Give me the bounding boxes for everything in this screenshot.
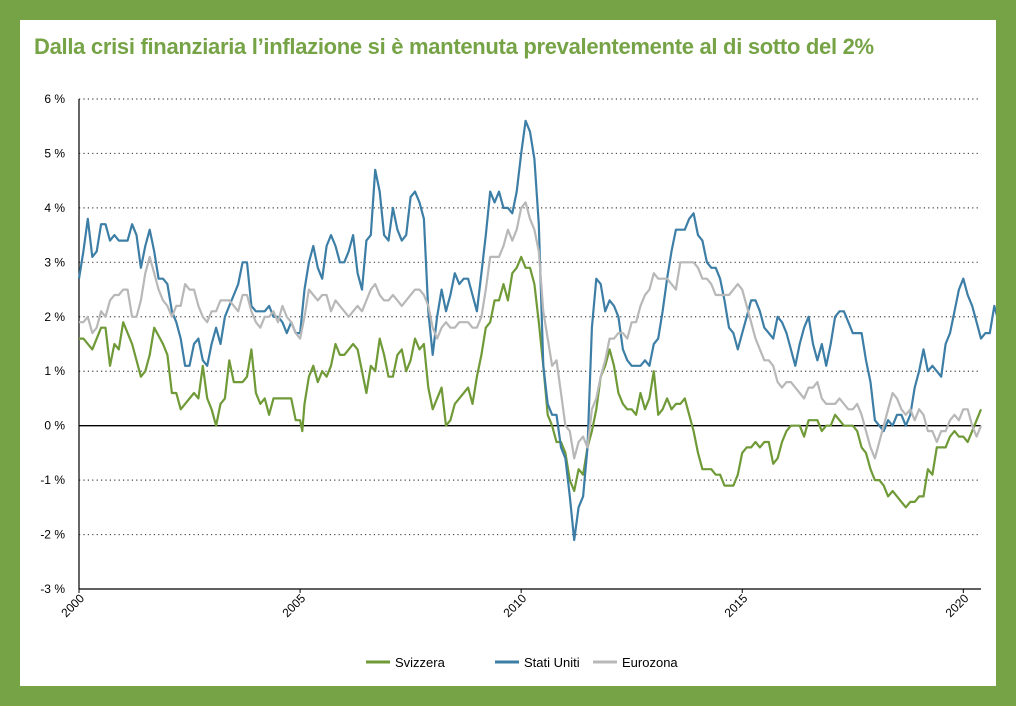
y-tick-label: -3 % — [40, 582, 65, 596]
y-tick-label: 4 % — [44, 201, 65, 215]
legend-label: Svizzera — [395, 655, 446, 670]
y-tick-label: 5 % — [44, 146, 65, 160]
axes — [78, 99, 981, 593]
y-tick-labels: -3 % -2 % -1 % 0 % 1 % 2 % 3 % 4 % 5 % 6 % — [40, 92, 65, 596]
legend-label: Eurozona — [622, 655, 678, 670]
y-tick-label: 0 % — [44, 419, 65, 433]
legend-item: Eurozona — [593, 655, 678, 670]
series-line-eurozona — [79, 201, 983, 460]
legend: Svizzera Stati Uniti Eurozona — [366, 655, 678, 670]
series-line-svizzera — [79, 255, 983, 509]
y-tick-label: 6 % — [44, 92, 65, 106]
y-tick-label: 1 % — [44, 364, 65, 378]
chart-panel: -3 % -2 % -1 % 0 % 1 % 2 % 3 % 4 % 5 % 6 % 2000 20… — [20, 20, 996, 686]
y-tick-label: -2 % — [40, 528, 65, 542]
x-tick-label: 2010 — [500, 591, 529, 620]
x-tick-labels: 2000 2005 2010 2015 2020 — [58, 591, 971, 620]
gridlines — [79, 98, 981, 536]
x-tick-label: 2005 — [279, 591, 308, 620]
y-tick-label: 3 % — [44, 255, 65, 269]
chart-title: Dalla crisi finanziaria l’inflazione si … — [34, 34, 874, 59]
x-tick-label: 2015 — [722, 591, 751, 620]
x-tick-label: 2020 — [943, 591, 972, 620]
legend-item: Stati Uniti — [495, 655, 580, 670]
series-line-stati-uniti — [77, 119, 996, 542]
series-lines — [77, 119, 996, 542]
legend-item: Svizzera — [366, 655, 446, 670]
y-tick-label: 2 % — [44, 310, 65, 324]
y-tick-label: -1 % — [40, 473, 65, 487]
legend-label: Stati Uniti — [524, 655, 580, 670]
inflation-line-chart: -3 %-2 %-1 %0 %1 %2 %3 %4 %5 %6 % 2000 20… — [40, 92, 996, 670]
